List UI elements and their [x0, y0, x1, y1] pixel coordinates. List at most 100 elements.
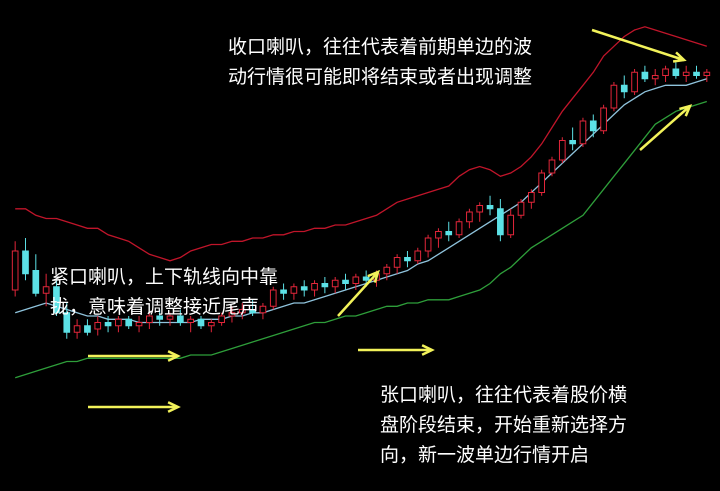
annotation-arrow [88, 350, 181, 362]
arrow-head [167, 350, 181, 362]
candle-body [662, 68, 669, 76]
annotation-arrow [337, 269, 380, 317]
candle-body [672, 68, 680, 76]
annotation-bottom-line-2: 盘阶段结束，开始重新选择方 [380, 414, 628, 436]
candle-body [404, 257, 411, 262]
candlesticks [11, 62, 711, 339]
candle [197, 316, 205, 329]
arrow-head [421, 344, 435, 356]
annotation-left-line-2: 拢，意味着调整接近尾声 [50, 296, 260, 318]
candle [156, 309, 164, 326]
candle [538, 169, 546, 196]
candle-body [682, 71, 690, 76]
candle [476, 202, 484, 222]
candle-body [445, 231, 453, 236]
candle [166, 312, 174, 326]
candle-body [135, 322, 143, 327]
candle-body [486, 205, 494, 210]
annotation-bottom-line-3: 向，新一波单边行情开启 [380, 444, 590, 466]
candle [435, 228, 442, 248]
candle-body [393, 257, 401, 268]
candle [517, 199, 525, 219]
candle-body [280, 289, 287, 294]
candle-body [259, 305, 267, 314]
arrow-head [672, 51, 687, 63]
candle [94, 316, 102, 336]
candle-body [146, 315, 153, 323]
candle [352, 273, 360, 290]
candle-body [94, 322, 102, 330]
candle-body [32, 270, 40, 294]
candle-body [290, 286, 298, 294]
candle-body [115, 318, 122, 327]
candle [610, 82, 618, 112]
candle [135, 316, 143, 333]
candle-body [517, 201, 525, 216]
candle-body [104, 322, 112, 327]
candle-body [125, 318, 133, 327]
candle [249, 299, 256, 316]
candle [207, 319, 215, 333]
candle [32, 254, 40, 297]
candle [414, 247, 422, 264]
candle-body [651, 75, 659, 80]
candle [146, 312, 153, 329]
candle [424, 234, 432, 258]
annotation-arrows [88, 28, 693, 413]
candle [641, 65, 649, 82]
candle-body [300, 286, 308, 291]
candle [569, 127, 576, 151]
candle-body [342, 279, 349, 284]
candle-body [631, 71, 638, 93]
candle [693, 65, 700, 79]
candle-body [527, 192, 535, 203]
candle-body [73, 325, 81, 333]
candle-body [558, 140, 566, 161]
candle-body [424, 237, 432, 252]
lower-band-line [15, 100, 707, 379]
candle [104, 316, 112, 333]
annotation-arrow [591, 28, 687, 63]
candle [238, 303, 246, 320]
candle-body [507, 214, 515, 236]
arrow-shaft [337, 271, 379, 317]
candle-body [538, 172, 546, 193]
candle-body [352, 276, 360, 284]
annotation-bottom-line-1: 张口喇叭，往往代表着股价横 [380, 384, 628, 406]
candle [651, 69, 659, 86]
candle [703, 69, 711, 82]
candle [507, 208, 515, 238]
candle [558, 137, 566, 164]
candle-body [207, 322, 215, 327]
arrow-shaft [639, 105, 691, 151]
candle [620, 75, 628, 99]
candle-body [166, 315, 174, 320]
candle [290, 283, 298, 300]
candle [73, 319, 81, 339]
candle-body [600, 107, 607, 132]
annotation-arrow [639, 104, 693, 151]
annotation-left-line-1: 紧口喇叭，上下轨线向中靠 [50, 266, 279, 288]
annotation-arrow [88, 401, 181, 413]
candle-body [476, 205, 484, 213]
candle [125, 316, 133, 329]
candle-body [321, 283, 329, 288]
candle [63, 303, 71, 339]
candle-body [589, 120, 597, 132]
annotation-arrow [358, 344, 435, 356]
candle [342, 273, 349, 290]
candle [42, 273, 50, 307]
candle-body [497, 208, 504, 236]
candle-body [455, 221, 463, 236]
arrow-head [167, 401, 181, 413]
annotation-left: 紧口喇叭，上下轨线向中靠 拢，意味着调整接近尾声 [50, 262, 278, 322]
candle-body [228, 312, 236, 317]
candle-body [249, 309, 256, 314]
candle [53, 280, 60, 316]
candle [259, 303, 267, 320]
candle [527, 189, 535, 209]
annotation-bottom: 张口喇叭，往往代表着股价横 盘阶段结束，开始重新选择方 向，新一波单边行情开启 [380, 380, 627, 470]
candle [672, 62, 680, 79]
candle-body [84, 325, 91, 333]
candle-body [11, 250, 19, 291]
